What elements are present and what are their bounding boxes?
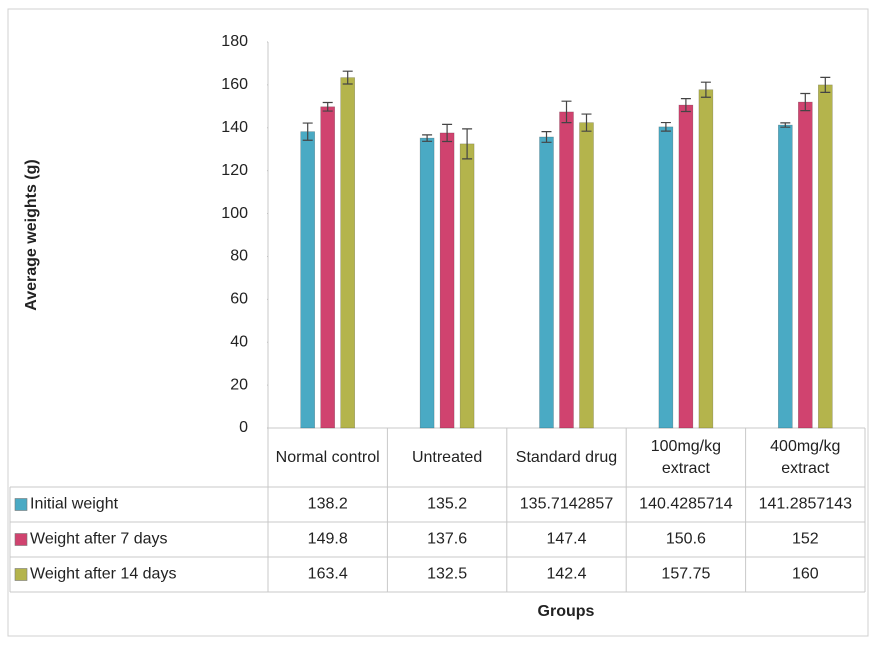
error-bar — [581, 113, 592, 132]
bar — [320, 106, 336, 429]
bar — [559, 111, 574, 429]
table-value: 142.4 — [546, 566, 586, 583]
bar — [678, 104, 694, 429]
table-value: 149.8 — [308, 531, 348, 548]
table-value: 137.6 — [427, 531, 467, 548]
bar — [579, 122, 594, 429]
error-bar — [462, 128, 473, 160]
bar — [797, 101, 813, 429]
y-tick-label: 120 — [221, 162, 248, 179]
bar — [439, 132, 455, 429]
x-tick-label: 400mg/kg extract — [770, 437, 841, 477]
y-tick-label: 40 — [230, 333, 248, 350]
error-bar — [680, 98, 691, 113]
y-tick-label: 160 — [221, 76, 248, 93]
error-bar — [660, 121, 671, 132]
error-bar — [820, 76, 831, 93]
table-value: 140.4285714 — [639, 496, 733, 513]
y-tick-label: 20 — [230, 376, 248, 393]
error-bar — [322, 101, 333, 112]
table-value: 141.2857143 — [759, 496, 853, 513]
error-bar — [302, 122, 313, 141]
bar — [300, 131, 316, 429]
error-bar — [700, 81, 711, 98]
table-value: 163.4 — [308, 566, 348, 583]
x-tick-label: 100mg/kg extract — [650, 437, 722, 477]
y-tick-label: 100 — [221, 205, 248, 222]
error-bar — [780, 122, 791, 128]
legend-label: Weight after 7 days — [30, 531, 168, 548]
y-tick-label: 60 — [230, 291, 248, 308]
table-value: 150.6 — [666, 531, 706, 548]
bar — [340, 77, 356, 429]
error-bar — [541, 131, 552, 143]
bar — [817, 84, 833, 429]
bar — [777, 124, 793, 429]
table-value: 135.2 — [427, 496, 467, 513]
bar — [419, 137, 435, 429]
legend-key — [14, 498, 28, 511]
table-value: 160 — [792, 566, 819, 583]
legend-label: Weight after 14 days — [30, 566, 176, 583]
table-value: 135.7142857 — [520, 496, 614, 513]
error-bar — [422, 134, 433, 142]
table-value: 132.5 — [427, 566, 467, 583]
y-tick-label: 140 — [221, 119, 248, 136]
error-bar — [342, 70, 353, 85]
y-tick-label: 80 — [230, 248, 248, 265]
x-tick-label: Standard drug — [515, 448, 618, 466]
chart-frame — [7, 8, 869, 637]
y-tick-label: 180 — [221, 33, 248, 50]
y-axis-label: Average weights (g) — [23, 159, 40, 310]
table-value: 147.4 — [546, 531, 586, 548]
table-value: 152 — [792, 531, 819, 548]
table-value: 138.2 — [308, 496, 348, 513]
bar — [539, 136, 554, 429]
x-tick-label: Untreated — [411, 448, 483, 466]
error-bar — [561, 100, 572, 124]
bar — [459, 143, 475, 429]
legend-key — [14, 533, 28, 546]
legend-key — [14, 568, 28, 581]
x-tick-label: Normal control — [275, 448, 380, 466]
error-bar — [442, 123, 453, 143]
y-tick-label: 0 — [239, 419, 248, 436]
bar — [658, 126, 674, 429]
bar — [698, 89, 714, 429]
error-bar — [800, 92, 811, 112]
x-axis-label: Groups — [538, 603, 595, 620]
table-value: 157.75 — [661, 566, 710, 583]
legend-label: Initial weight — [30, 496, 119, 513]
